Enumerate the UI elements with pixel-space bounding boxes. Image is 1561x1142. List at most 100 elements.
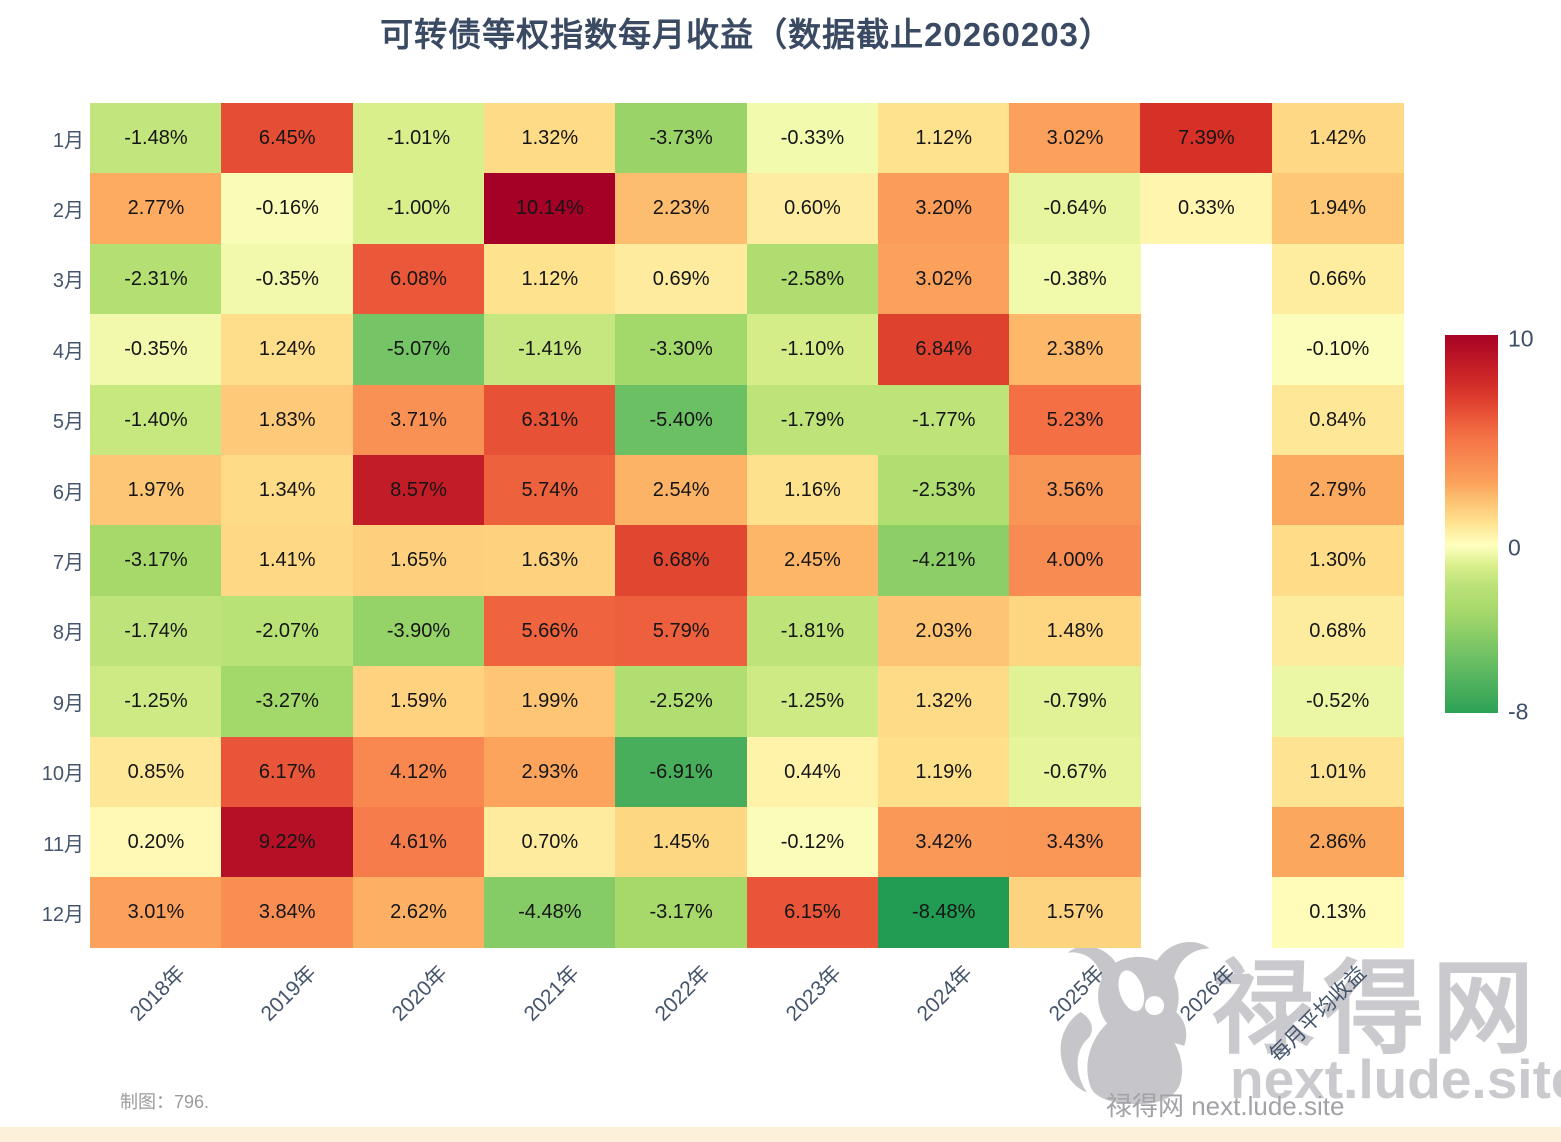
heatmap-cell[interactable]: -0.10% (1271, 314, 1404, 386)
heatmap-cell[interactable]: -4.48% (483, 877, 616, 949)
heatmap-cell[interactable]: -3.17% (90, 525, 222, 597)
heatmap-cell[interactable]: 3.20% (877, 173, 1010, 245)
heatmap-cell[interactable]: 3.71% (352, 384, 485, 456)
heatmap-cell[interactable]: -3.17% (615, 877, 748, 949)
heatmap-cell[interactable]: 1.48% (1009, 595, 1141, 667)
heatmap-cell[interactable]: -0.38% (1009, 243, 1141, 315)
heatmap-cell[interactable]: -4.21% (877, 525, 1010, 597)
heatmap-cell[interactable]: -2.52% (615, 666, 748, 738)
heatmap-cell[interactable]: 1.32% (483, 103, 616, 174)
heatmap-cell[interactable]: -5.07% (352, 314, 485, 386)
heatmap-cell[interactable]: 10.14% (483, 173, 616, 245)
heatmap-cell[interactable]: -3.90% (352, 595, 485, 667)
heatmap-cell[interactable]: -0.35% (221, 243, 354, 315)
heatmap-cell[interactable]: -3.73% (615, 103, 748, 174)
heatmap-cell[interactable]: 2.77% (90, 173, 222, 245)
heatmap-cell[interactable]: 2.45% (746, 525, 879, 597)
heatmap-cell[interactable]: 5.79% (615, 595, 748, 667)
heatmap-cell[interactable]: 2.23% (615, 173, 748, 245)
heatmap-cell[interactable]: 3.02% (877, 243, 1010, 315)
heatmap-cell[interactable]: 1.63% (483, 525, 616, 597)
heatmap-cell[interactable]: 6.45% (221, 103, 354, 174)
heatmap-cell[interactable]: -0.16% (221, 173, 354, 245)
heatmap-cell[interactable]: 1.34% (221, 455, 354, 526)
heatmap-cell[interactable]: 7.39% (1140, 103, 1273, 174)
heatmap-cell[interactable]: 0.85% (90, 736, 222, 808)
heatmap-cell[interactable]: 0.33% (1140, 173, 1273, 245)
heatmap-cell[interactable]: 2.38% (1009, 314, 1141, 386)
heatmap-cell[interactable]: 6.31% (483, 384, 616, 456)
heatmap-cell[interactable]: 6.08% (352, 243, 485, 315)
heatmap-cell[interactable]: 4.00% (1009, 525, 1141, 597)
heatmap-cell[interactable]: 6.84% (877, 314, 1010, 386)
heatmap-cell[interactable]: -0.64% (1009, 173, 1141, 245)
heatmap-cell[interactable]: -1.01% (352, 103, 485, 174)
heatmap-cell[interactable]: 3.43% (1009, 807, 1141, 878)
heatmap-cell[interactable]: 1.24% (221, 314, 354, 386)
heatmap-cell[interactable]: -1.79% (746, 384, 879, 456)
heatmap-cell[interactable]: 1.83% (221, 384, 354, 456)
heatmap-cell[interactable]: 1.59% (352, 666, 485, 738)
heatmap-cell[interactable]: 3.84% (221, 877, 354, 949)
heatmap-cell[interactable]: -6.91% (615, 736, 748, 808)
heatmap-cell[interactable]: 2.62% (352, 877, 485, 949)
heatmap-cell[interactable]: -0.35% (90, 314, 222, 386)
heatmap-cell[interactable]: -0.79% (1009, 666, 1141, 738)
heatmap-cell[interactable]: 1.41% (221, 525, 354, 597)
heatmap-cell[interactable]: 1.99% (483, 666, 616, 738)
heatmap-cell[interactable]: -1.40% (90, 384, 222, 456)
heatmap-cell[interactable]: -1.74% (90, 595, 222, 667)
heatmap-cell[interactable]: 1.12% (877, 103, 1010, 174)
heatmap-cell[interactable]: 1.30% (1271, 525, 1404, 597)
heatmap-cell[interactable]: -1.81% (746, 595, 879, 667)
heatmap-cell[interactable]: 4.12% (352, 736, 485, 808)
heatmap-cell[interactable]: -2.31% (90, 243, 222, 315)
heatmap-cell[interactable]: 9.22% (221, 807, 354, 878)
heatmap-cell[interactable]: 1.97% (90, 455, 222, 526)
heatmap-cell[interactable]: -5.40% (615, 384, 748, 456)
heatmap-cell[interactable]: -2.53% (877, 455, 1010, 526)
heatmap-cell[interactable]: 1.57% (1009, 877, 1141, 949)
heatmap-cell[interactable]: 1.65% (352, 525, 485, 597)
heatmap-cell[interactable]: 0.66% (1271, 243, 1404, 315)
heatmap-cell[interactable]: -0.52% (1271, 666, 1404, 738)
heatmap-cell[interactable]: -2.07% (221, 595, 354, 667)
heatmap-cell[interactable]: 2.93% (483, 736, 616, 808)
heatmap-cell[interactable]: 1.16% (746, 455, 879, 526)
heatmap-cell[interactable]: 2.03% (877, 595, 1010, 667)
heatmap-cell[interactable]: -0.67% (1009, 736, 1141, 808)
heatmap-cell[interactable]: 0.13% (1271, 877, 1404, 949)
heatmap-cell[interactable]: 2.86% (1271, 807, 1404, 878)
heatmap-cell[interactable]: 1.12% (483, 243, 616, 315)
heatmap-cell[interactable]: -2.58% (746, 243, 879, 315)
heatmap-cell[interactable]: -3.27% (221, 666, 354, 738)
heatmap-cell[interactable]: 0.20% (90, 807, 222, 878)
heatmap-cell[interactable]: 5.23% (1009, 384, 1141, 456)
heatmap-cell[interactable]: -3.30% (615, 314, 748, 386)
heatmap-cell[interactable]: 0.60% (746, 173, 879, 245)
heatmap-cell[interactable]: -0.12% (746, 807, 879, 878)
heatmap-cell[interactable]: 4.61% (352, 807, 485, 878)
heatmap-cell[interactable]: 1.01% (1271, 736, 1404, 808)
heatmap-cell[interactable]: 6.68% (615, 525, 748, 597)
heatmap-cell[interactable]: 1.94% (1271, 173, 1404, 245)
heatmap-cell[interactable]: 2.79% (1271, 455, 1404, 526)
heatmap-cell[interactable]: 6.17% (221, 736, 354, 808)
heatmap-cell[interactable]: 0.44% (746, 736, 879, 808)
heatmap-cell[interactable]: 0.68% (1271, 595, 1404, 667)
heatmap-cell[interactable]: -1.25% (746, 666, 879, 738)
heatmap-cell[interactable]: 8.57% (352, 455, 485, 526)
heatmap-cell[interactable]: 0.84% (1271, 384, 1404, 456)
heatmap-cell[interactable]: -1.10% (746, 314, 879, 386)
heatmap-cell[interactable]: 6.15% (746, 877, 879, 949)
heatmap-cell[interactable]: -1.41% (483, 314, 616, 386)
heatmap-cell[interactable]: 5.74% (483, 455, 616, 526)
heatmap-cell[interactable]: 0.70% (483, 807, 616, 878)
heatmap-cell[interactable]: 1.45% (615, 807, 748, 878)
heatmap-cell[interactable]: 5.66% (483, 595, 616, 667)
heatmap-cell[interactable]: 1.32% (877, 666, 1010, 738)
heatmap-cell[interactable]: 3.56% (1009, 455, 1141, 526)
heatmap-cell[interactable]: -1.25% (90, 666, 222, 738)
heatmap-cell[interactable]: -0.33% (746, 103, 879, 174)
heatmap-cell[interactable]: 1.19% (877, 736, 1010, 808)
